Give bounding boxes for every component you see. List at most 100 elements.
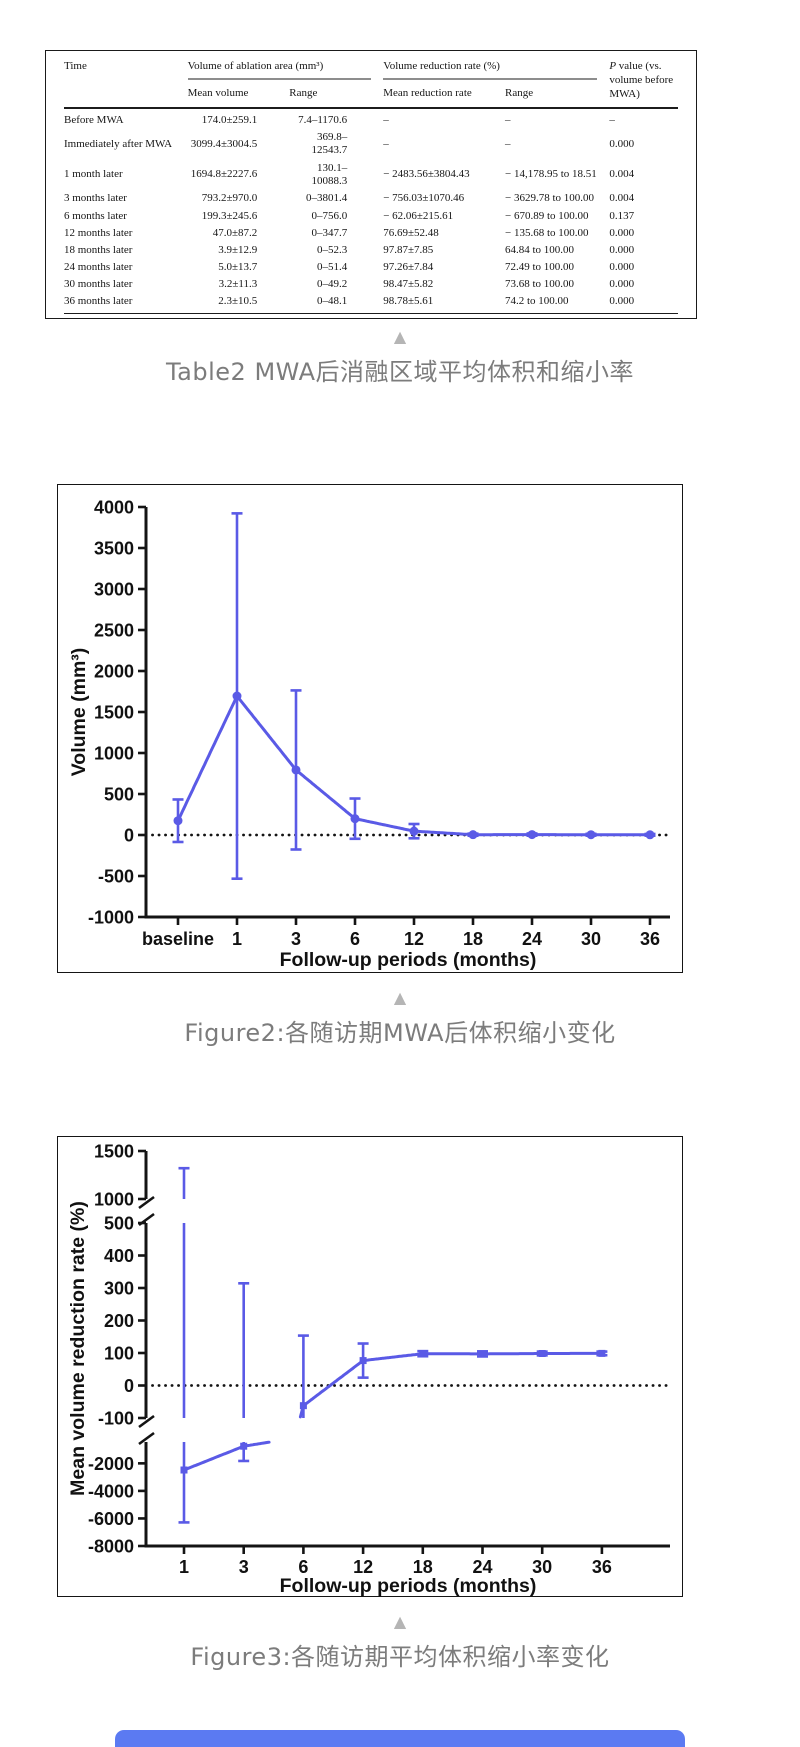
- svg-text:3500: 3500: [94, 538, 134, 558]
- collapse-figure2-icon[interactable]: ▲: [393, 987, 407, 1007]
- svg-text:0: 0: [124, 1376, 134, 1396]
- table-cell: 97.26±7.84: [383, 260, 434, 273]
- svg-text:30: 30: [532, 1557, 552, 1577]
- svg-text:1: 1: [179, 1557, 189, 1577]
- svg-text:500: 500: [104, 784, 134, 804]
- svg-text:6: 6: [350, 929, 360, 949]
- table-cell: 0–48.1: [289, 293, 384, 314]
- table-cell: 1 month later: [64, 168, 123, 181]
- collapse-figure3-icon[interactable]: ▲: [393, 1611, 407, 1631]
- results-table: Time Volume of ablation area (mm³) Volum…: [45, 50, 697, 319]
- table-cell: − 670.89 to 100.00: [505, 209, 589, 222]
- table-cell: 98.47±5.82: [383, 278, 434, 290]
- bottom-accent-bar: [115, 1730, 685, 1747]
- table-cell: − 3629.78 to 100.00: [505, 192, 595, 205]
- col-header-mean-volume: Mean volume: [187, 81, 290, 109]
- table-cell: 0.000: [609, 293, 678, 314]
- svg-text:1000: 1000: [94, 743, 134, 763]
- reduction-group-label: Volume reduction rate (%): [383, 60, 598, 80]
- table-cell: –: [505, 137, 511, 150]
- table-row: 30 months later 3.2±11.3 0–49.2 98.47±5.82 7…: [64, 276, 678, 293]
- table-cell: 47.0±87.2: [212, 226, 258, 239]
- svg-text:18: 18: [463, 929, 483, 949]
- table-cell: 0–347.7: [311, 226, 348, 239]
- svg-text:Mean volume reduction rate (%): Mean volume reduction rate (%): [67, 1201, 89, 1496]
- table-cell: 3.2±11.3: [218, 278, 258, 290]
- table-cell: 74.2 to 100.00: [505, 293, 610, 314]
- svg-text:-500: -500: [98, 866, 134, 886]
- table-cell: 98.78±5.61: [383, 293, 505, 314]
- table-cell: 0.137: [609, 209, 635, 222]
- table-cell: 0.000: [609, 226, 635, 239]
- col-header-reduction-group: Volume reduction rate (%): [383, 60, 609, 82]
- table-cell: 97.87±7.85: [383, 243, 434, 256]
- col-header-volume-range: Range: [289, 81, 384, 109]
- table-cell: 73.68 to 100.00: [505, 278, 575, 290]
- col-header-time: Time: [64, 60, 188, 109]
- table-cell: 3 months later: [64, 192, 127, 205]
- svg-text:2500: 2500: [94, 620, 134, 640]
- svg-text:Follow-up periods (months): Follow-up periods (months): [280, 1575, 537, 1596]
- table-cell: − 2483.56±3804.43: [383, 168, 470, 181]
- table-cell: 0.004: [609, 168, 635, 181]
- svg-text:-6000: -6000: [88, 1509, 134, 1529]
- table-cell: 6 months later: [64, 209, 127, 222]
- table-cell: –: [383, 113, 389, 126]
- svg-text:baseline: baseline: [142, 929, 214, 949]
- table-cell: 174.0±259.1: [201, 113, 258, 126]
- svg-text:400: 400: [104, 1246, 134, 1266]
- svg-text:-4000: -4000: [88, 1481, 134, 1501]
- svg-text:6: 6: [298, 1557, 308, 1577]
- col-header-mean-reduction: Mean reduction rate: [383, 81, 505, 109]
- table-cell: 64.84 to 100.00: [505, 243, 575, 256]
- svg-text:-8000: -8000: [88, 1536, 134, 1556]
- svg-text:500: 500: [104, 1213, 134, 1233]
- svg-text:200: 200: [104, 1311, 134, 1331]
- svg-text:12: 12: [404, 929, 424, 949]
- svg-text:-1000: -1000: [88, 907, 134, 927]
- table-cell: 369.8–12543.7: [311, 130, 348, 157]
- svg-text:24: 24: [522, 929, 542, 949]
- svg-text:24: 24: [472, 1557, 492, 1577]
- svg-text:4000: 4000: [94, 497, 134, 517]
- table-cell: 0.000: [609, 260, 635, 273]
- table-row: 1 month later 1694.8±2227.6 130.1–10088.3 −…: [64, 160, 678, 191]
- table-cell: 76.69±52.48: [383, 226, 439, 239]
- ablation-results-table: Time Volume of ablation area (mm³) Volum…: [64, 60, 678, 314]
- table-cell: 36 months later: [64, 293, 188, 314]
- table-row: 12 months later 47.0±87.2 0–347.7 76.69±52.…: [64, 225, 678, 242]
- volume-group-label: Volume of ablation area (mm³): [187, 60, 372, 80]
- svg-text:3: 3: [291, 929, 301, 949]
- table-cell: − 135.68 to 100.00: [505, 226, 589, 239]
- table-cell: –: [505, 113, 511, 126]
- table-cell: 130.1–10088.3: [311, 161, 348, 188]
- col-header-volume-group: Volume of ablation area (mm³): [187, 60, 384, 82]
- table-cell: 5.0±13.7: [218, 260, 258, 273]
- table-cell: 0–51.4: [316, 260, 348, 273]
- collapse-table-icon[interactable]: ▲: [393, 326, 407, 346]
- table-cell: 0.004: [609, 192, 635, 205]
- table-cell: 0.000: [609, 137, 635, 150]
- ablation-table-body: Before MWA 174.0±259.1 7.4–1170.6– – – Immedi…: [64, 108, 678, 314]
- svg-text:100: 100: [104, 1343, 134, 1363]
- svg-text:1500: 1500: [94, 1141, 134, 1161]
- table-row: 24 months later 5.0±13.7 0–51.4 97.26±7.84 7…: [64, 259, 678, 276]
- table-cell: 199.3±245.6: [201, 209, 258, 222]
- svg-text:-100: -100: [98, 1408, 134, 1428]
- table-cell: 24 months later: [64, 260, 133, 273]
- page-root: { "page": { "collapse_icon": "▲", "accen…: [0, 50, 800, 1747]
- svg-text:18: 18: [413, 1557, 433, 1577]
- figure3-svg: 1000 1500 -100 0 100 200 300 400 500 -8000 -6000 -4…: [67, 1141, 672, 1596]
- col-header-pvalue: P value (vs. volume before MWA): [609, 60, 678, 109]
- svg-text:3: 3: [239, 1557, 249, 1577]
- svg-text:0: 0: [124, 825, 134, 845]
- svg-text:2000: 2000: [94, 661, 134, 681]
- svg-text:36: 36: [640, 929, 660, 949]
- table-cell: 0–49.2: [316, 278, 348, 290]
- svg-text:300: 300: [104, 1278, 134, 1298]
- table-cell: 18 months later: [64, 243, 133, 256]
- table-row: Before MWA 174.0±259.1 7.4–1170.6 – – –: [64, 108, 678, 129]
- svg-text:12: 12: [353, 1557, 373, 1577]
- table-row: 36 months later 2.3±10.5 0–48.1 98.78±5.61 7…: [64, 293, 678, 314]
- table-caption: Table2 MWA后消融区域平均体积和缩小率: [165, 357, 634, 386]
